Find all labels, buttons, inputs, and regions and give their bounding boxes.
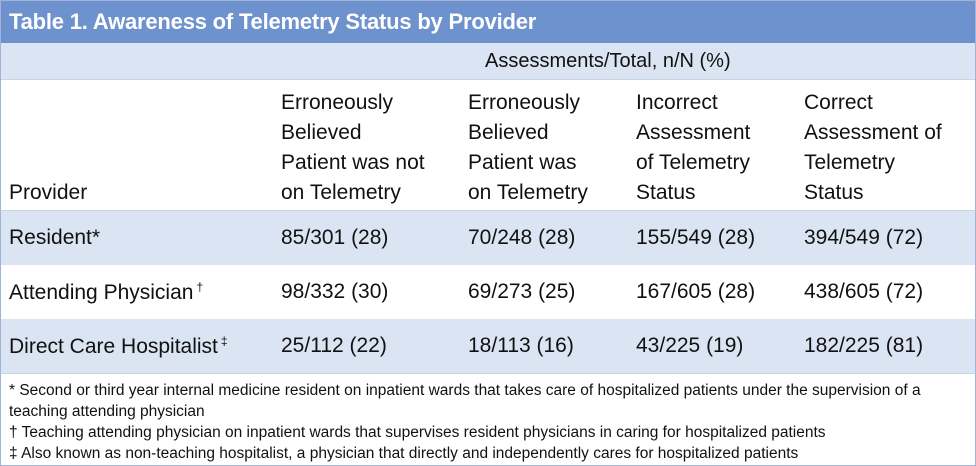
header-line: Believed [468,121,549,144]
value-cell: 70/248 (28) [460,210,628,265]
header-erroneously-not-on: Erroneously Believed Patient was not on … [273,80,460,211]
header-correct: Correct Assessment of Telemetry Status [796,80,975,211]
footnote-attending: † Teaching attending physician on inpati… [9,424,826,441]
header-line: of Telemetry [636,151,750,174]
provider-name: Direct Care Hospitalist [9,334,218,358]
value-cell: 155/549 (28) [628,210,796,265]
value-cell: 167/605 (28) [636,280,756,303]
header-line: Status [804,181,864,204]
header-line: on Telemetry [468,181,588,204]
header-line: Correct [804,91,873,114]
value-cell: 18/113 (16) [468,334,574,357]
header-line: Erroneously [468,91,581,114]
footnote-mark: † [196,279,204,294]
header-line: Telemetry [804,151,896,174]
header-row: Provider Erroneously Believed Patient wa… [1,80,975,211]
header-line: Incorrect [636,91,718,114]
header-incorrect: Incorrect Assessment of Telemetry Status [628,80,796,211]
provider-cell: Attending Physician † [1,265,273,319]
header-line: Erroneously [281,91,394,114]
header-line: Status [636,181,696,204]
header-line: Patient was [468,151,577,174]
value-cell: 182/225 (81) [804,334,924,357]
value-cell: 85/301 (28) [273,210,460,265]
value-cell: 25/112 (22) [281,334,387,357]
value-cell: 394/549 (72) [796,210,975,265]
provider-cell: Resident* [1,210,273,265]
provider-name: Resident* [9,226,101,249]
header-line: on Telemetry [281,181,401,204]
footnote-mark: ‡ [220,333,228,348]
provider-name: Attending Physician [9,280,194,304]
subheader-label: Assessments/Total, n/N (%) [485,50,731,72]
provider-cell: Direct Care Hospitalist ‡ [1,319,273,373]
value-cell: 43/225 (19) [636,334,744,357]
header-line: Patient was not [281,151,425,174]
header-line: Assessment [636,121,751,144]
value-cell: 438/605 (72) [804,280,924,303]
header-line: Believed [281,121,362,144]
subheader-band: Assessments/Total, n/N (%) [1,43,975,80]
table-row: Resident* 85/301 (28) 70/248 (28) 155/54… [1,210,975,265]
header-erroneously-on: Erroneously Believed Patient was on Tele… [460,80,628,211]
footnote-resident: * Second or third year internal medicine… [9,382,921,420]
table-title: Table 1. Awareness of Telemetry Status b… [1,1,975,43]
header-provider: Provider [9,181,88,204]
footnote-hospitalist: ‡ Also known as non-teaching hospitalist… [9,445,799,462]
table-row: Attending Physician † 98/332 (30) 69/273 … [1,265,975,319]
header-line: Assessment of [804,121,942,144]
footnotes: * Second or third year internal medicine… [1,373,975,464]
data-table: Provider Erroneously Believed Patient wa… [1,80,975,373]
value-cell: 69/273 (25) [468,280,576,303]
value-cell: 98/332 (30) [281,280,389,303]
table-row: Direct Care Hospitalist ‡ 25/112 (22) 18/… [1,319,975,373]
